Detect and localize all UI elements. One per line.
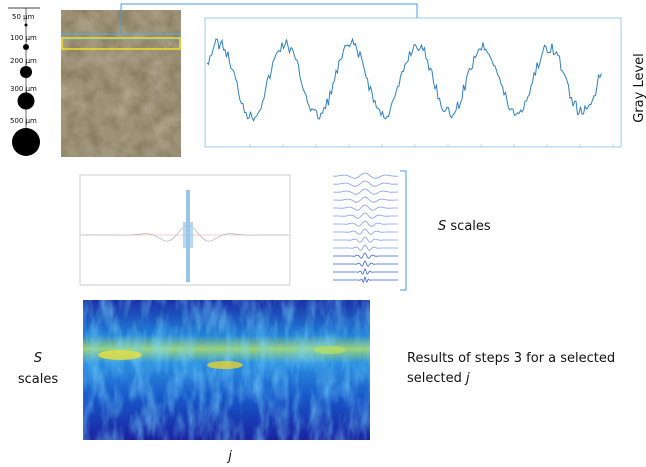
scale-label: 100 µm: [10, 34, 37, 42]
scaled-wavelet: [333, 204, 398, 211]
scale-label: 50 µm: [12, 13, 35, 21]
scaled-wavelet: [333, 172, 398, 179]
bracket: [400, 170, 407, 291]
scale-label: 200 µm: [10, 57, 37, 65]
wavelets-label: S scales: [438, 219, 491, 234]
caption: selected j: [407, 371, 470, 386]
scaled-wavelet: [333, 212, 398, 219]
scale-bar: 50 µm 100 µm 200 µm 300 µm 500 µm: [8, 7, 40, 156]
caption: Results of steps 3 for a selected: [407, 351, 615, 366]
scalogram: [83, 300, 370, 440]
scaled-wavelet: [333, 228, 398, 235]
texture-image: [61, 10, 181, 157]
scaled-wavelet: [333, 196, 398, 203]
scaled-wavelet: [332, 180, 398, 187]
connector: [120, 3, 418, 34]
scaled-wavelet: [333, 252, 398, 259]
scaled-wavelet: [333, 260, 398, 267]
scaled-wavelet: [333, 220, 398, 227]
scaled-wavelet: [333, 276, 398, 283]
heatmap-x-label: j: [226, 449, 232, 464]
scaled-wavelet: [332, 188, 398, 195]
y-axis-label: Gray Level: [632, 53, 646, 123]
heatmap-y-symbol: S: [34, 351, 42, 366]
wavelet-stack: [332, 172, 398, 283]
scale-label: 300 µm: [10, 85, 37, 93]
wavelet-plot: [79, 174, 291, 286]
scaled-wavelet: [333, 236, 398, 243]
signal-plot: [204, 17, 622, 148]
heatmap-y-label: scales: [18, 372, 58, 387]
scale-label: 500 µm: [10, 117, 37, 125]
scaled-wavelet: [333, 244, 398, 251]
scaled-wavelet: [333, 268, 398, 275]
